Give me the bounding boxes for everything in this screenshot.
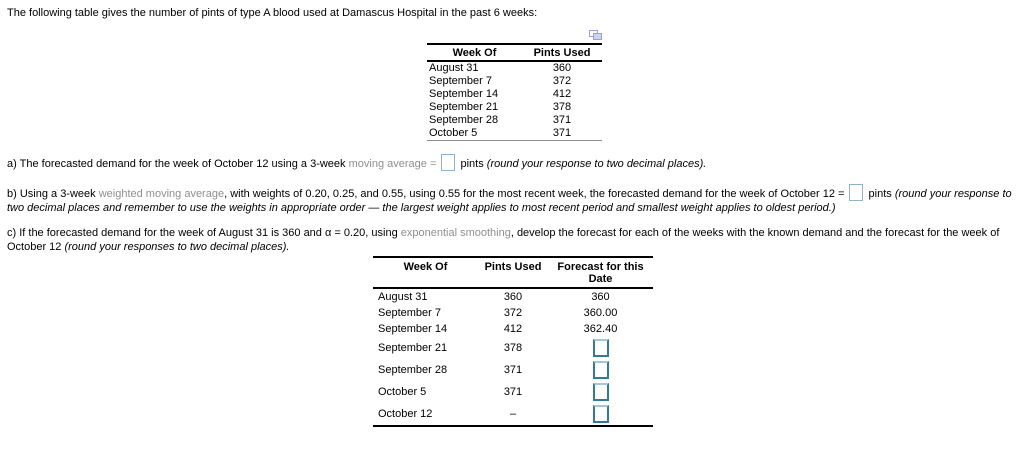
week-of-cell: August 31 [378, 290, 428, 303]
table-row: October 5 371 [427, 127, 602, 141]
pints-used-cell: 378 [552, 101, 572, 113]
table-row: September 14 412 362.40 [373, 321, 653, 337]
table-row: September 7 372 360.00 [373, 305, 653, 321]
forecast-cell: 362.40 [583, 322, 618, 335]
question-b-term: weighted moving average [98, 188, 225, 200]
pints-used-header: Pints Used [522, 44, 602, 62]
forecast-cell [548, 403, 653, 426]
week-of-cell: October 12 [378, 408, 433, 420]
question-c-text: c) If the forecasted demand for the week… [7, 227, 401, 239]
table-row: September 21 378 [427, 101, 602, 114]
week-of-cell: October 5 [429, 127, 478, 139]
question-c: c) If the forecasted demand for the week… [7, 226, 1015, 254]
forecast-cell: 360.00 [583, 306, 618, 319]
question-b-note: (round your response to two decimal plac… [7, 188, 1012, 214]
question-a: a) The forecasted demand for the week of… [7, 154, 1015, 173]
pints-used-cell: 372 [552, 75, 572, 87]
pints-used-cell: 412 [552, 88, 572, 100]
popup-window-icon-front [593, 33, 602, 40]
table-header-row: Week Of Pints Used [427, 44, 602, 62]
week-of-cell: August 31 [429, 62, 479, 74]
question-a-text: a) The forecasted demand for the week of… [7, 158, 349, 170]
forecast-cell [548, 359, 653, 381]
pints-used-cell: 360 [552, 62, 572, 74]
forecast-table-container: Week Of Pints Used Forecast for this Dat… [373, 256, 653, 427]
question-c-term: exponential smoothing [400, 227, 511, 239]
question-a-equals: = [426, 158, 440, 170]
week-of-cell: September 28 [378, 364, 448, 376]
week-of-cell: September 7 [429, 75, 492, 87]
pints-used-cell: 371 [503, 386, 523, 398]
pints-used-cell: 371 [552, 127, 572, 139]
week-of-header: Week Of [427, 44, 522, 62]
question-b: b) Using a 3-week weighted moving averag… [7, 184, 1015, 215]
week-of-header: Week Of [373, 257, 478, 289]
week-of-cell: September 21 [429, 101, 499, 113]
table-row: August 31 360 360 [373, 288, 653, 305]
table-header-row: Week Of Pints Used Forecast for this Dat… [373, 257, 653, 289]
question-b-text: b) Using a 3-week [7, 188, 99, 200]
table-row: September 28 371 [373, 359, 653, 381]
question-c-note: (round your responses to two decimal pla… [64, 241, 290, 253]
question-a-note: (round your response to two decimal plac… [486, 158, 707, 170]
blood-usage-table-container: Week Of Pints Used August 31 360 September… [427, 30, 602, 141]
table-row: October 12 – [373, 403, 653, 426]
pints-used-cell: 360 [503, 290, 523, 303]
question-b-units: pints [865, 188, 895, 200]
table-row: September 14 412 [427, 88, 602, 101]
week-of-cell: September 14 [378, 322, 448, 335]
pints-used-cell: 371 [503, 364, 523, 376]
table-row: August 31 360 [427, 61, 602, 75]
forecast-answer-input[interactable] [592, 383, 609, 401]
table-row: October 5 371 [373, 381, 653, 403]
forecast-answer-input[interactable] [592, 405, 609, 423]
forecast-answer-input[interactable] [592, 361, 609, 379]
intro-text: The following table gives the number of … [7, 7, 538, 19]
question-b-text-2: , with weights of 0.20, 0.25, and 0.55, … [224, 188, 848, 200]
pints-used-cell: 412 [503, 322, 523, 335]
pints-used-cell: 371 [552, 114, 572, 126]
week-of-cell: September 28 [429, 114, 499, 126]
table-row: September 7 372 [427, 75, 602, 88]
table-row: September 28 371 [427, 114, 602, 127]
forecast-table: Week Of Pints Used Forecast for this Dat… [373, 256, 653, 427]
forecast-header: Forecast for this Date [548, 257, 653, 289]
forecast-cell [548, 381, 653, 403]
pints-used-cell: 378 [503, 342, 523, 354]
question-a-term: moving average [348, 158, 427, 170]
answer-input-b[interactable] [849, 184, 864, 201]
week-of-cell: September 14 [429, 88, 499, 100]
answer-input-a[interactable] [441, 154, 456, 171]
question-c-text-2: , develop the forecast for each of the w… [7, 227, 1000, 253]
forecast-cell: 360 [591, 290, 610, 303]
forecast-cell [548, 337, 653, 359]
pints-used-cell: 372 [503, 306, 523, 319]
week-of-cell: October 5 [378, 386, 427, 398]
pints-used-header: Pints Used [478, 257, 548, 289]
forecast-answer-input[interactable] [592, 339, 609, 357]
blood-usage-table: Week Of Pints Used August 31 360 September… [427, 43, 602, 141]
table-row: September 21 378 [373, 337, 653, 359]
popup-window-icon[interactable] [589, 30, 602, 41]
week-of-cell: September 7 [378, 306, 441, 319]
week-of-cell: September 21 [378, 342, 448, 354]
pints-used-cell: – [509, 408, 517, 420]
question-a-units: pints [457, 158, 487, 170]
